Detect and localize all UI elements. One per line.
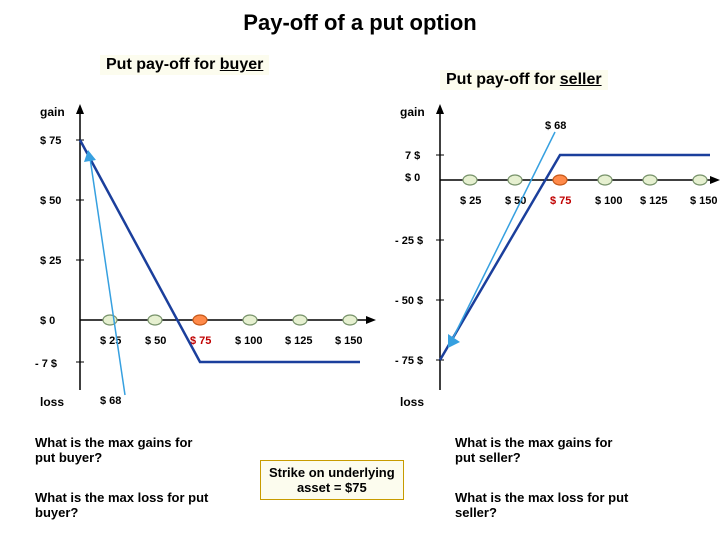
q-buyer-loss: What is the max loss for put buyer? xyxy=(35,490,215,520)
q-buyer-gain: What is the max gains for put buyer? xyxy=(35,435,215,465)
strike-box: Strike on underlying asset = $75 xyxy=(260,460,404,500)
q-seller-loss: What is the max loss for put seller? xyxy=(455,490,635,520)
q-seller-gain: What is the max gains for put seller? xyxy=(455,435,635,465)
strike-line2: asset = $75 xyxy=(269,480,395,495)
strike-line1: Strike on underlying xyxy=(269,465,395,480)
